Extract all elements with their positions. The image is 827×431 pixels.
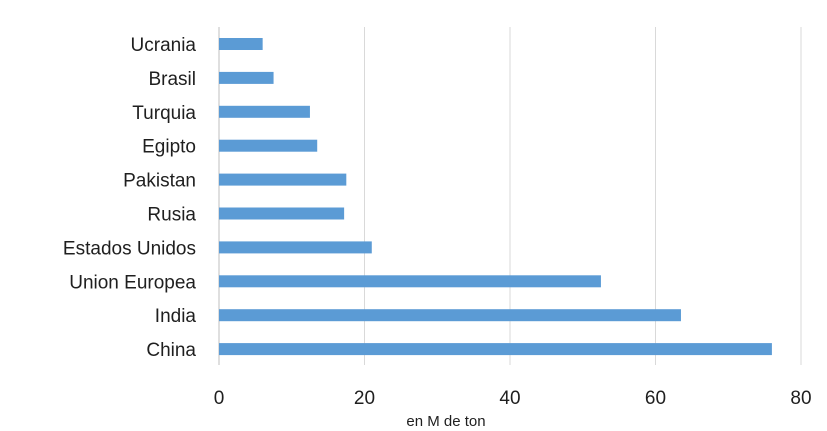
category-labels: Ucrania Brasil Turquia Egipto Pakistan Rusia E… [63, 35, 197, 361]
gridlines [218, 27, 802, 365]
x-tick-labels: 0 20 40 60 80 [214, 388, 812, 409]
category-label: Egipto [142, 137, 196, 158]
bar [219, 207, 345, 220]
x-axis-title: en M de ton [406, 413, 485, 430]
category-label: Brasil [148, 69, 196, 90]
bar [219, 173, 347, 186]
category-label: Rusia [147, 205, 196, 226]
category-label: China [146, 340, 196, 361]
bars [219, 38, 772, 356]
category-label: Union Europea [69, 272, 196, 293]
x-tick-label: 60 [645, 388, 666, 409]
category-label: Turquia [132, 103, 196, 124]
x-tick-label: 20 [354, 388, 375, 409]
bar [219, 343, 772, 356]
category-label: Ucrania [131, 35, 197, 56]
bar [219, 38, 263, 50]
x-tick-label: 80 [790, 388, 811, 409]
x-tick-label: 40 [499, 388, 520, 409]
category-label: India [155, 306, 197, 327]
x-tick-label: 0 [214, 388, 225, 409]
bar [219, 139, 318, 152]
bar [219, 275, 601, 288]
bar [219, 105, 310, 118]
bar [219, 309, 681, 322]
category-label: Estados Unidos [63, 238, 196, 259]
category-label: Pakistan [123, 171, 196, 192]
bar [219, 71, 274, 84]
bar [219, 241, 372, 254]
